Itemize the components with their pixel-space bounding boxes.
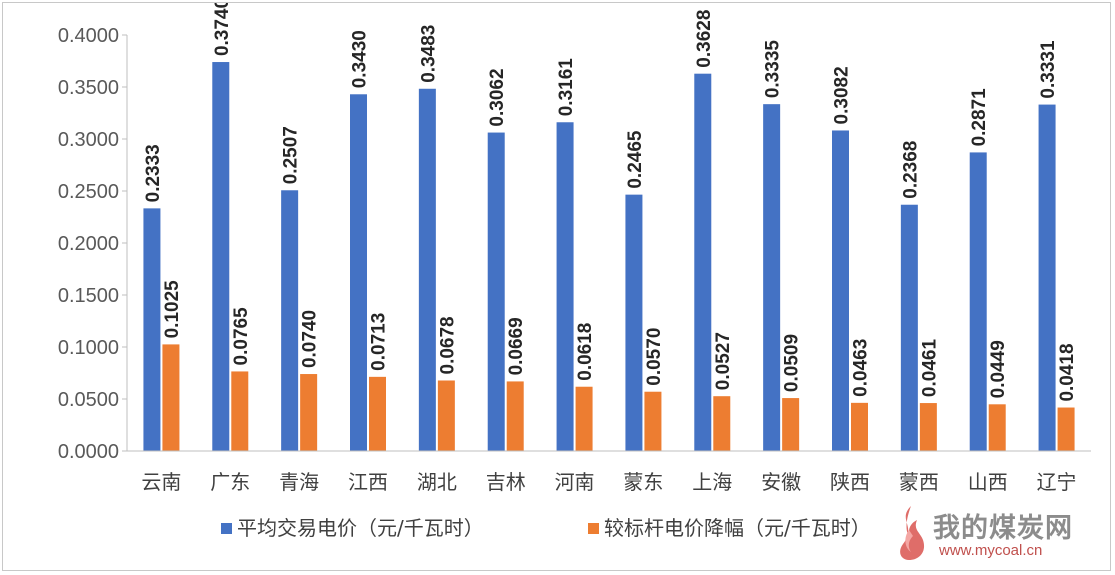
x-category-label: 安徽 <box>761 470 801 494</box>
bar-reduction <box>506 381 524 451</box>
data-label: 0.0449 <box>988 340 1009 398</box>
data-label: 0.3740 <box>212 3 233 56</box>
data-label: 0.3483 <box>418 25 439 83</box>
legend-swatch <box>221 523 232 534</box>
data-label: 0.3628 <box>694 10 715 68</box>
x-category-label: 辽宁 <box>1037 470 1077 494</box>
bar-avg-price <box>694 73 712 452</box>
x-category-label: 陕西 <box>830 470 870 494</box>
data-label: 0.0618 <box>575 323 596 381</box>
bar-reduction <box>988 404 1006 451</box>
bar-reduction <box>162 344 180 451</box>
data-label: 0.2465 <box>625 130 646 189</box>
y-tick-label: 0.0000 <box>58 441 119 463</box>
y-axis: 0.0000 0.0500 0.1000 0.1500 0.2000 0.2500 0.30… <box>58 25 128 463</box>
bar-avg-price <box>556 122 574 452</box>
flame-logo-icon <box>900 506 925 560</box>
bar-avg-price <box>281 190 299 451</box>
bar-reduction <box>644 391 662 451</box>
bar-avg-price <box>487 132 505 451</box>
data-label: 0.2368 <box>900 141 921 199</box>
y-tick-label: 0.3000 <box>58 129 119 151</box>
bar-reduction <box>437 380 455 451</box>
data-label: 0.3430 <box>350 30 371 88</box>
legend-label: 平均交易电价（元/千瓦时） <box>237 516 484 540</box>
data-label: 0.0669 <box>506 317 527 375</box>
y-tick-label: 0.0500 <box>58 389 119 411</box>
x-category-label: 广东 <box>210 470 250 494</box>
bar-avg-price <box>625 194 643 451</box>
data-label: 0.0463 <box>851 339 872 397</box>
bar-avg-price <box>1038 104 1056 452</box>
x-category-label: 江西 <box>348 470 388 494</box>
data-label: 0.1025 <box>162 280 183 339</box>
data-label: 0.0509 <box>782 334 803 392</box>
bar-reduction <box>231 371 249 451</box>
bar-reduction <box>919 403 937 451</box>
bar-chart: 0.0000 0.0500 0.1000 0.1500 0.2000 0.2500 0.30… <box>58 3 1091 540</box>
data-label: 0.3082 <box>832 66 853 124</box>
bar-reduction <box>1057 407 1075 451</box>
data-label: 0.0418 <box>1057 343 1078 401</box>
watermark-title: 我的煤炭网 <box>933 513 1073 544</box>
x-category-label: 上海 <box>692 470 732 494</box>
data-label: 0.0678 <box>437 316 458 374</box>
data-labels: 0.2333 0.1025 0.3740 0.0765 0.2507 0.0740 0.34… <box>143 3 1078 402</box>
y-tick-label: 0.1000 <box>58 337 119 359</box>
legend-label: 较标杆电价降幅（元/千瓦时） <box>604 516 871 540</box>
x-category-label: 山西 <box>968 470 1008 494</box>
x-category-label: 河南 <box>555 470 595 494</box>
bar-reduction <box>575 386 593 451</box>
y-tick-label: 0.4000 <box>58 25 119 47</box>
data-label: 0.0461 <box>919 339 940 398</box>
x-category-label: 青海 <box>279 470 319 494</box>
bar-avg-price <box>900 204 918 451</box>
bar-reduction <box>782 398 800 451</box>
bar-avg-price <box>832 130 849 452</box>
x-category-label: 蒙东 <box>623 470 663 494</box>
watermark-url: www.mycoal.cn <box>939 542 1043 559</box>
watermark: 我的煤炭网 www.mycoal.cn <box>887 502 1092 564</box>
data-label: 0.3335 <box>763 40 784 99</box>
bar-avg-price <box>350 94 367 451</box>
data-label: 0.0570 <box>644 328 665 386</box>
legend: 平均交易电价（元/千瓦时） 较标杆电价降幅（元/千瓦时） <box>221 516 871 540</box>
y-tick-label: 0.1500 <box>58 285 119 307</box>
x-category-label: 蒙西 <box>899 470 939 494</box>
bar-avg-price <box>763 104 781 451</box>
bar-reduction <box>851 402 868 451</box>
data-label: 0.2507 <box>281 126 302 184</box>
data-label: 0.2333 <box>143 144 164 202</box>
x-category-label: 湖北 <box>417 470 457 494</box>
data-label: 0.3161 <box>556 58 577 117</box>
x-category-label: 云南 <box>141 470 181 494</box>
bar-reduction <box>369 376 386 451</box>
y-tick-label: 0.3500 <box>58 77 119 99</box>
bar-avg-price <box>143 208 161 451</box>
x-category-label: 吉林 <box>486 470 526 494</box>
legend-swatch <box>588 523 599 534</box>
data-label: 0.0765 <box>231 307 252 366</box>
data-label: 0.0740 <box>300 310 321 368</box>
y-tick-label: 0.2000 <box>58 233 119 255</box>
x-axis: 云南 广东 青海 江西 湖北 吉林 河南 蒙东 上海 安徽 陕西 蒙西 山西 辽宁 <box>127 450 1091 494</box>
bar-avg-price <box>212 62 230 451</box>
bar-reduction <box>300 374 318 451</box>
bar-reduction <box>713 396 731 451</box>
data-label: 0.3331 <box>1038 40 1059 99</box>
y-tick-label: 0.2500 <box>58 181 119 203</box>
data-label: 0.0713 <box>369 313 390 371</box>
data-label: 0.2871 <box>969 88 990 147</box>
bar-avg-price <box>969 152 987 451</box>
bars <box>143 62 1075 452</box>
data-label: 0.3062 <box>487 68 508 126</box>
bar-avg-price <box>418 88 436 451</box>
data-label: 0.0527 <box>713 332 734 390</box>
